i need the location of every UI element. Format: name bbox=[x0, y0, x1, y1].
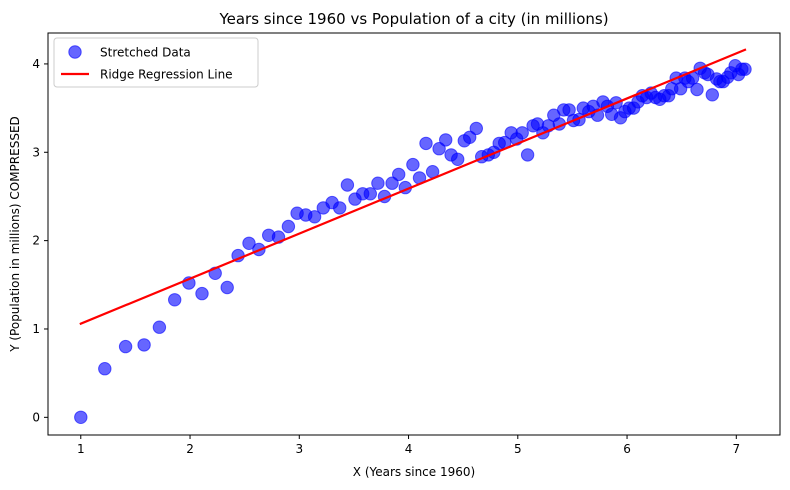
legend-label-ridge-regression-line: Ridge Regression Line bbox=[100, 68, 233, 82]
y-tick-label: 3 bbox=[32, 145, 40, 159]
data-point bbox=[242, 236, 256, 251]
data-point bbox=[705, 88, 719, 102]
regression-line bbox=[79, 48, 747, 326]
y-axis: 0 1 2 3 4 bbox=[32, 57, 48, 424]
data-point bbox=[333, 201, 347, 215]
data-point bbox=[340, 178, 355, 192]
x-axis: 1 2 3 4 5 6 7 bbox=[77, 435, 740, 456]
data-point bbox=[469, 121, 483, 136]
data-point bbox=[168, 293, 182, 307]
data-point bbox=[195, 286, 209, 301]
x-tick-label: 4 bbox=[405, 442, 413, 456]
x-tick-label: 6 bbox=[623, 442, 631, 456]
data-point bbox=[451, 152, 465, 167]
data-point bbox=[690, 82, 704, 97]
legend: Stretched Data Ridge Regression Line bbox=[53, 37, 259, 88]
x-tick-label: 5 bbox=[514, 442, 522, 456]
legend-label-stretched-data: Stretched Data bbox=[100, 46, 191, 60]
x-tick-label: 7 bbox=[732, 442, 740, 456]
chart-title: Years since 1960 vs Population of a city… bbox=[218, 10, 608, 28]
data-point bbox=[281, 219, 296, 234]
legend-box bbox=[53, 37, 259, 88]
data-point bbox=[307, 210, 322, 224]
x-tick-label: 1 bbox=[77, 442, 85, 456]
data-point bbox=[738, 62, 752, 76]
data-point bbox=[363, 187, 377, 201]
x-tick-label: 3 bbox=[295, 442, 303, 456]
y-tick-label: 2 bbox=[32, 234, 40, 248]
data-point bbox=[419, 136, 433, 151]
y-tick-label: 4 bbox=[32, 57, 40, 71]
data-point bbox=[463, 130, 477, 145]
data-point bbox=[98, 362, 112, 376]
data-point bbox=[520, 148, 535, 162]
data-point bbox=[515, 126, 529, 140]
data-point bbox=[439, 133, 453, 147]
data-point bbox=[74, 410, 88, 424]
data-point bbox=[371, 176, 385, 190]
x-axis-label: X (Years since 1960) bbox=[353, 465, 475, 479]
data-point bbox=[406, 157, 420, 172]
y-axis-label: Y (Population in millions) COMPRESSED bbox=[8, 116, 22, 353]
data-point bbox=[137, 338, 151, 352]
y-tick-label: 1 bbox=[32, 322, 40, 336]
x-tick-label: 2 bbox=[186, 442, 194, 456]
axes-frame bbox=[47, 32, 781, 436]
plot-area bbox=[74, 48, 752, 424]
data-point bbox=[152, 320, 167, 334]
data-point bbox=[118, 339, 133, 354]
data-point bbox=[220, 280, 234, 295]
legend-marker-stretched-data bbox=[68, 45, 82, 59]
data-point bbox=[392, 167, 406, 182]
y-tick-label: 0 bbox=[32, 410, 40, 424]
